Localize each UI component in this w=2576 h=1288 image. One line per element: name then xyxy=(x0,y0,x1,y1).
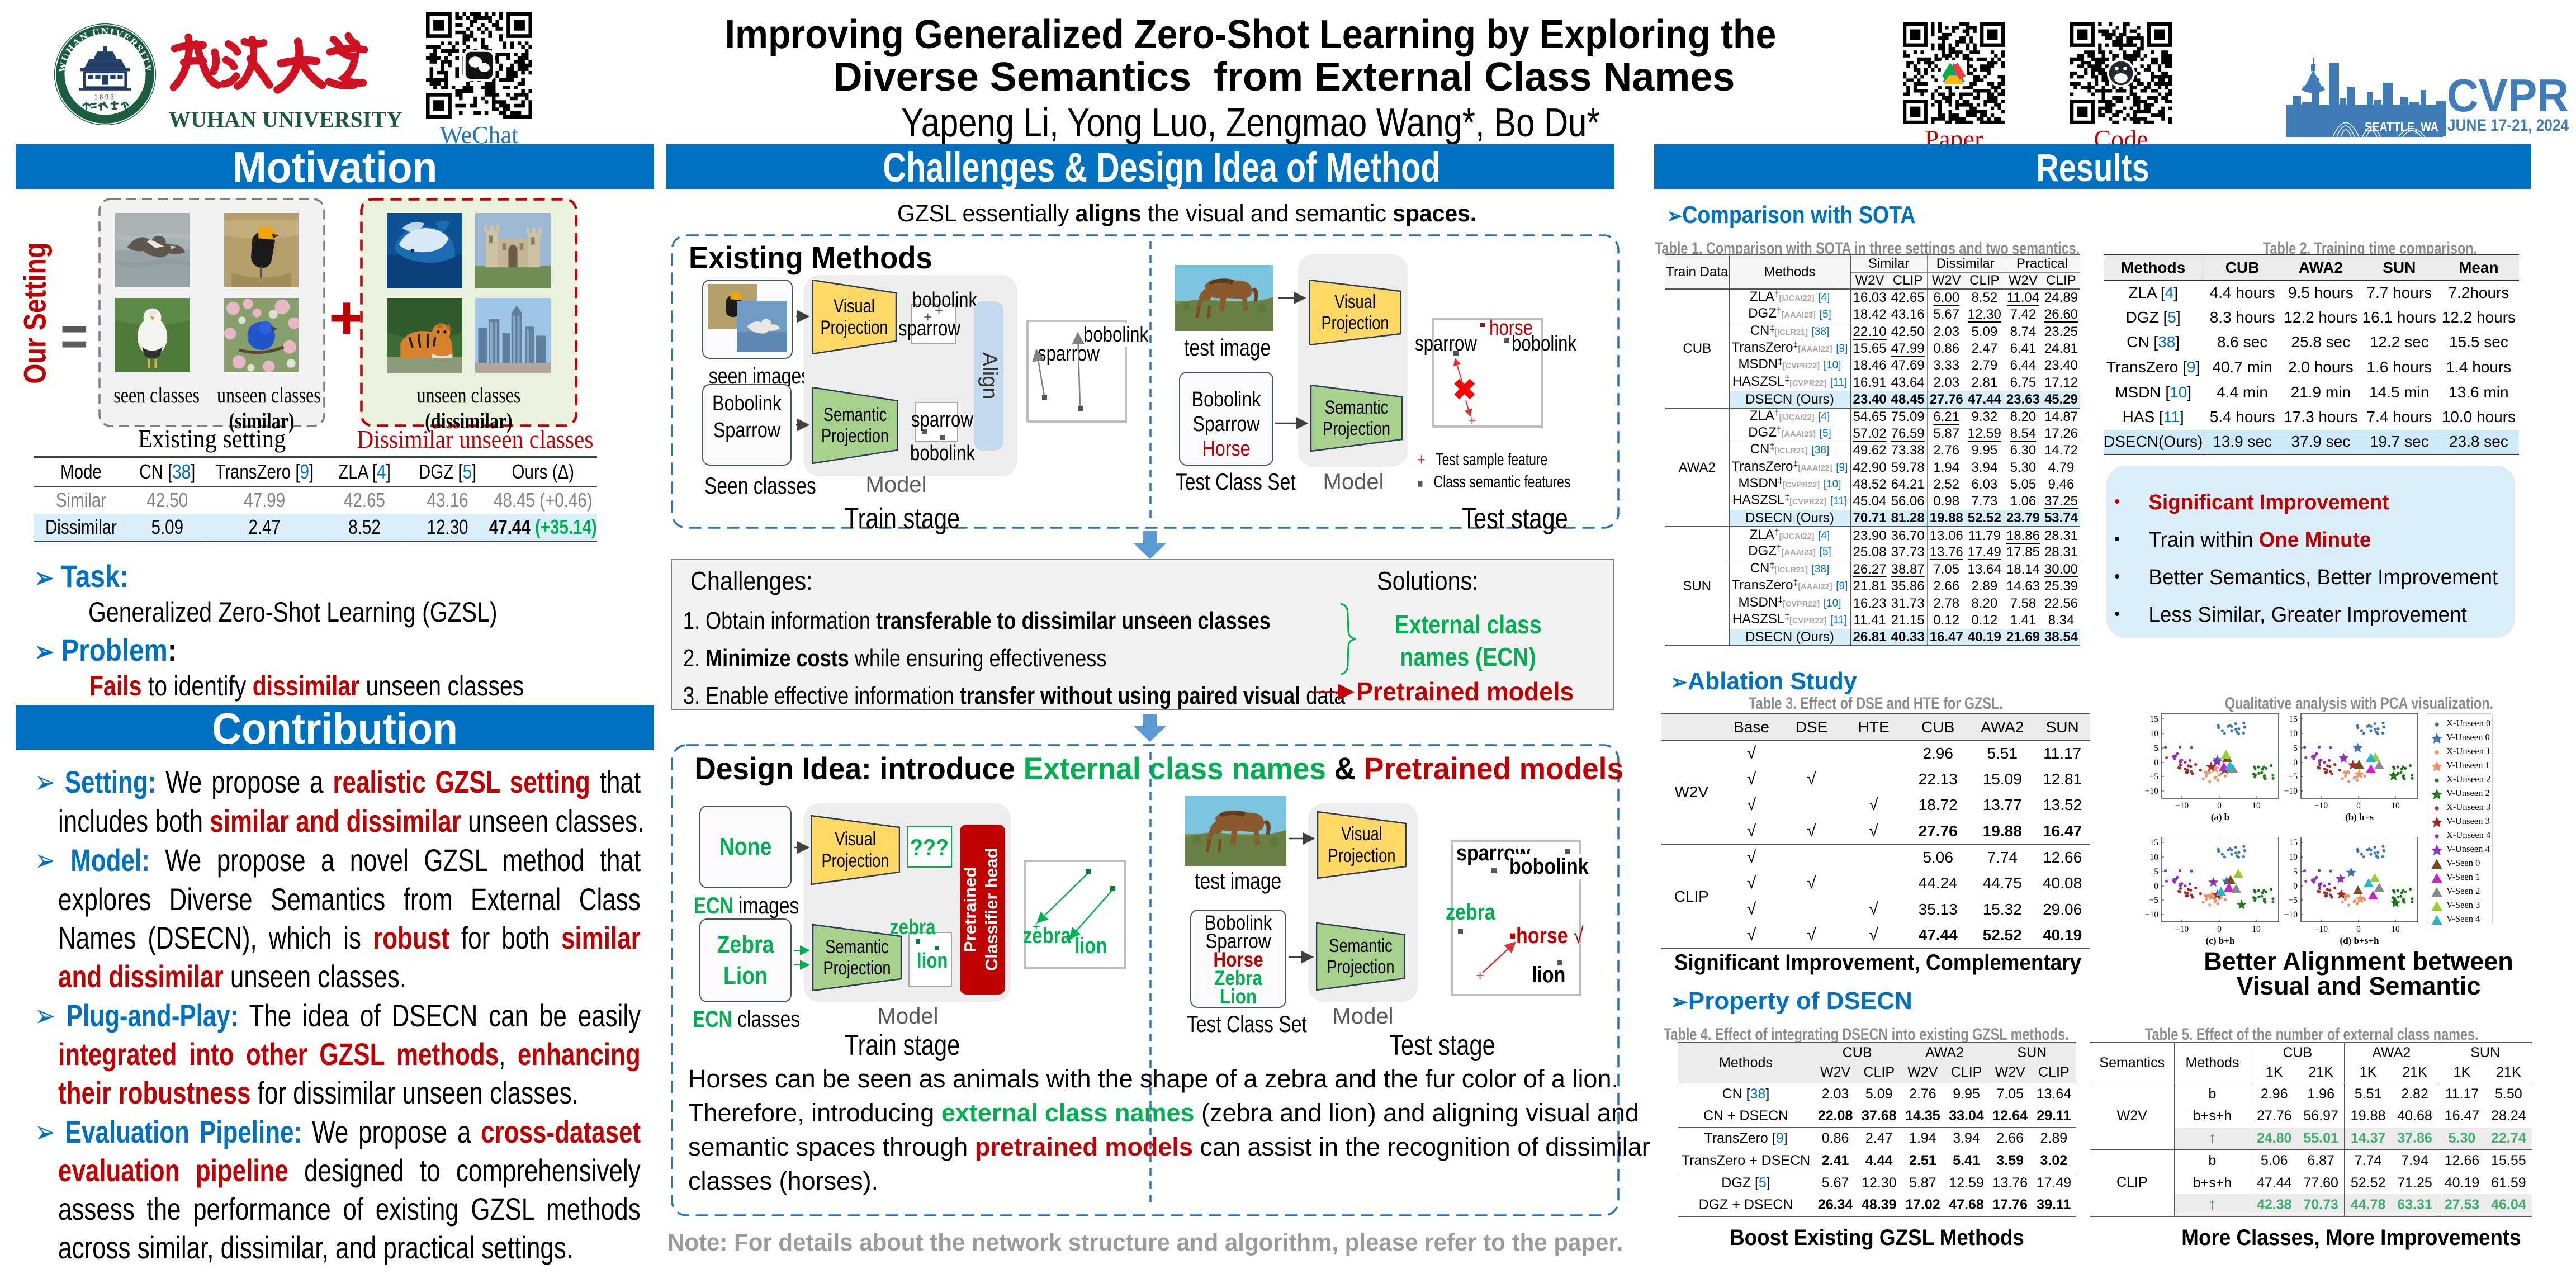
svg-text:0: 0 xyxy=(2293,882,2298,891)
svg-text:10: 10 xyxy=(2150,853,2159,862)
svg-text:SEATTLE, WA: SEATTLE, WA xyxy=(2365,120,2438,135)
svg-text:−10: −10 xyxy=(2314,925,2328,934)
svg-text:0: 0 xyxy=(2356,801,2361,811)
svg-text:−5: −5 xyxy=(2289,896,2298,905)
svg-text:CVPR: CVPR xyxy=(2447,69,2569,121)
svg-text:10: 10 xyxy=(2150,729,2159,738)
svg-text:1893: 1893 xyxy=(94,93,116,101)
svg-text:0: 0 xyxy=(2217,925,2222,934)
svg-text:10: 10 xyxy=(2252,801,2261,811)
svg-text:−10: −10 xyxy=(2314,801,2328,811)
svg-text:15: 15 xyxy=(2289,714,2298,724)
svg-text:0: 0 xyxy=(2154,758,2158,768)
svg-text:−10: −10 xyxy=(2175,925,2189,934)
svg-text:10: 10 xyxy=(2391,801,2400,811)
svg-text:−10: −10 xyxy=(2284,787,2298,796)
svg-text:5: 5 xyxy=(2293,744,2298,753)
svg-text:10: 10 xyxy=(2289,729,2298,738)
svg-text:10: 10 xyxy=(2391,925,2400,934)
svg-text:0: 0 xyxy=(2293,758,2298,768)
svg-text:JUNE 17-21, 2024: JUNE 17-21, 2024 xyxy=(2447,116,2569,135)
svg-text:−10: −10 xyxy=(2145,787,2158,796)
svg-text:−5: −5 xyxy=(2149,896,2159,905)
svg-text:10: 10 xyxy=(2289,853,2298,862)
svg-text:10: 10 xyxy=(2252,925,2261,934)
svg-text:5: 5 xyxy=(2154,744,2158,753)
svg-text:15: 15 xyxy=(2150,714,2159,724)
svg-text:5: 5 xyxy=(2154,867,2158,877)
svg-text:−5: −5 xyxy=(2289,772,2298,782)
svg-text:15: 15 xyxy=(2289,838,2298,847)
svg-text:−5: −5 xyxy=(2149,772,2159,782)
svg-text:−10: −10 xyxy=(2175,801,2189,811)
svg-text:0: 0 xyxy=(2154,882,2158,891)
svg-text:−10: −10 xyxy=(2284,910,2298,920)
svg-text:0: 0 xyxy=(2217,801,2222,811)
svg-text:0: 0 xyxy=(2356,925,2361,934)
svg-text:15: 15 xyxy=(2150,838,2159,847)
svg-text:−10: −10 xyxy=(2145,910,2158,920)
svg-text:5: 5 xyxy=(2293,867,2298,877)
